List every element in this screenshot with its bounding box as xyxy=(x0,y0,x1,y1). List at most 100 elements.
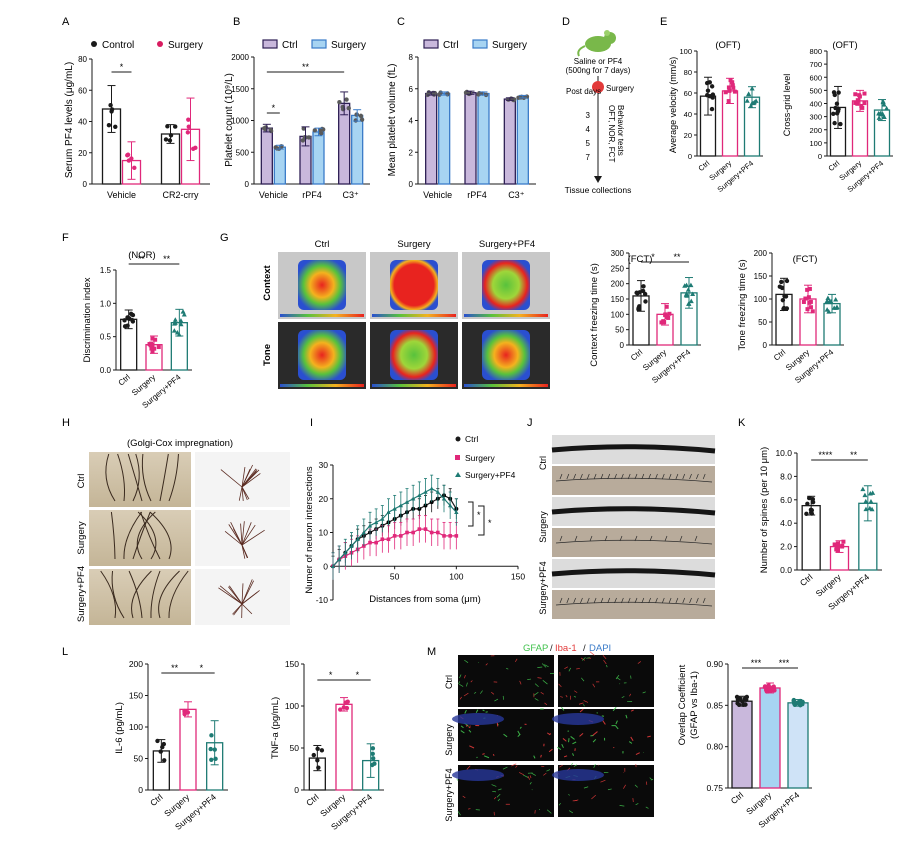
bar xyxy=(273,146,286,185)
data-point xyxy=(685,287,691,292)
cell-process xyxy=(533,755,536,759)
data-point xyxy=(429,486,434,491)
row-label-surgery-pf4: Surgery+PF4 xyxy=(76,566,87,622)
dendrite-images xyxy=(551,435,716,619)
y-tick-label: 200 xyxy=(754,249,768,258)
x-tick-label: Ctrl xyxy=(148,792,165,808)
day-3: 3 xyxy=(586,111,591,120)
dendrite-trace xyxy=(232,603,243,615)
data-point xyxy=(772,688,777,693)
tissue-collection-label: Tissue collections xyxy=(565,185,632,195)
data-point xyxy=(149,346,154,351)
fluorescence-images xyxy=(452,651,654,817)
y-tick-label: 40 xyxy=(78,118,87,127)
x-tick-label: C3⁺ xyxy=(343,190,360,200)
spine xyxy=(627,597,631,604)
y-tick-label: 600 xyxy=(809,73,822,82)
dendrite-trace xyxy=(240,523,243,546)
spine xyxy=(694,535,698,542)
cell-process xyxy=(496,793,501,798)
dendrite xyxy=(100,570,117,619)
cell-process xyxy=(459,674,462,679)
y-tick-label: 0.85 xyxy=(706,700,723,710)
dendrite-trace xyxy=(224,530,243,546)
panel-f: F (NOR) Discrimination index 0.0 0.5 1.0 1.… xyxy=(62,232,192,410)
panel-c: C Ctrl Surgery Mean platelet volume (fL)… xyxy=(387,16,536,200)
cell-process xyxy=(642,691,646,694)
x-tick-label: Vehicle xyxy=(107,190,136,200)
y-tick-label: 1000 xyxy=(231,117,249,126)
y-tick-label: 150 xyxy=(754,272,768,281)
cell-process xyxy=(564,666,569,669)
panel-label-k: K xyxy=(738,417,746,429)
cell-process xyxy=(466,682,468,687)
data-point xyxy=(448,534,452,538)
cell-process xyxy=(517,733,521,737)
data-point xyxy=(306,135,312,140)
y-tick-label: 100 xyxy=(285,701,299,711)
data-point xyxy=(742,702,748,707)
panel-h: H (Golgi-Cox impregnation) Ctrl Surgery … xyxy=(62,417,290,625)
data-point xyxy=(801,299,806,304)
data-point xyxy=(783,294,789,299)
panel-label-d: D xyxy=(562,16,570,28)
cell-process xyxy=(482,709,485,712)
cell-process xyxy=(511,763,517,767)
significance-label: ** xyxy=(171,663,179,673)
y-tick-label: 500 xyxy=(236,148,250,157)
cell-process xyxy=(568,667,571,672)
data-point xyxy=(392,534,397,538)
y-axis-label: Discrimination index xyxy=(82,277,93,362)
cell-process xyxy=(579,733,584,737)
bar xyxy=(787,702,809,789)
spine xyxy=(614,473,617,480)
data-point xyxy=(784,306,790,311)
cell-process xyxy=(592,683,596,688)
y-tick-label: 60 xyxy=(78,86,87,95)
y-tick-label: 8 xyxy=(409,53,414,62)
dendrite-trace xyxy=(238,486,243,501)
data-point xyxy=(805,287,810,292)
dendrite-trace xyxy=(241,603,253,615)
legend-surgery-swatch xyxy=(311,39,327,49)
data-point xyxy=(728,78,733,83)
cell-process xyxy=(546,809,552,814)
cell-process xyxy=(558,683,562,688)
cell-process xyxy=(463,692,469,697)
cell-process xyxy=(468,726,471,729)
panel-e: E (OFT) Average velocity (mm/s) 0 20 40 60 8… xyxy=(660,16,893,194)
fluorescence-image xyxy=(558,655,654,707)
cell-process xyxy=(485,711,488,713)
bar xyxy=(338,102,351,185)
dendrite-trace xyxy=(241,579,253,605)
data-point xyxy=(373,520,379,525)
spine xyxy=(668,473,672,480)
y-tick-label: 8.0 xyxy=(780,471,792,481)
significance-label: ** xyxy=(163,254,171,264)
spine xyxy=(586,597,590,604)
significance-bracket xyxy=(468,501,474,527)
cell-process xyxy=(580,677,585,682)
panel-label-i: I xyxy=(310,417,313,429)
y-tick-label: 0 xyxy=(620,341,625,350)
y-tick-label: 0.90 xyxy=(706,659,723,669)
data-point xyxy=(808,305,813,310)
legend-surgery: Surgery xyxy=(168,40,203,51)
y-tick-label: 100 xyxy=(809,139,822,148)
panel-d: D Saline or PF4 (500ng for 7 days) Surge… xyxy=(562,16,634,195)
data-point xyxy=(640,288,646,294)
data-point xyxy=(442,534,446,538)
data-point xyxy=(807,286,812,291)
y-axis-label: Tone freezing time (s) xyxy=(737,259,748,350)
data-point xyxy=(876,115,882,120)
dendrite xyxy=(131,570,152,619)
data-point xyxy=(343,550,348,555)
significance-label: * xyxy=(272,103,276,113)
data-point xyxy=(636,305,641,311)
data-point xyxy=(268,127,273,133)
dendrite xyxy=(123,511,143,560)
cell-process xyxy=(542,680,548,685)
dendrite-trace xyxy=(241,524,256,546)
neuron-tracings xyxy=(100,453,265,619)
